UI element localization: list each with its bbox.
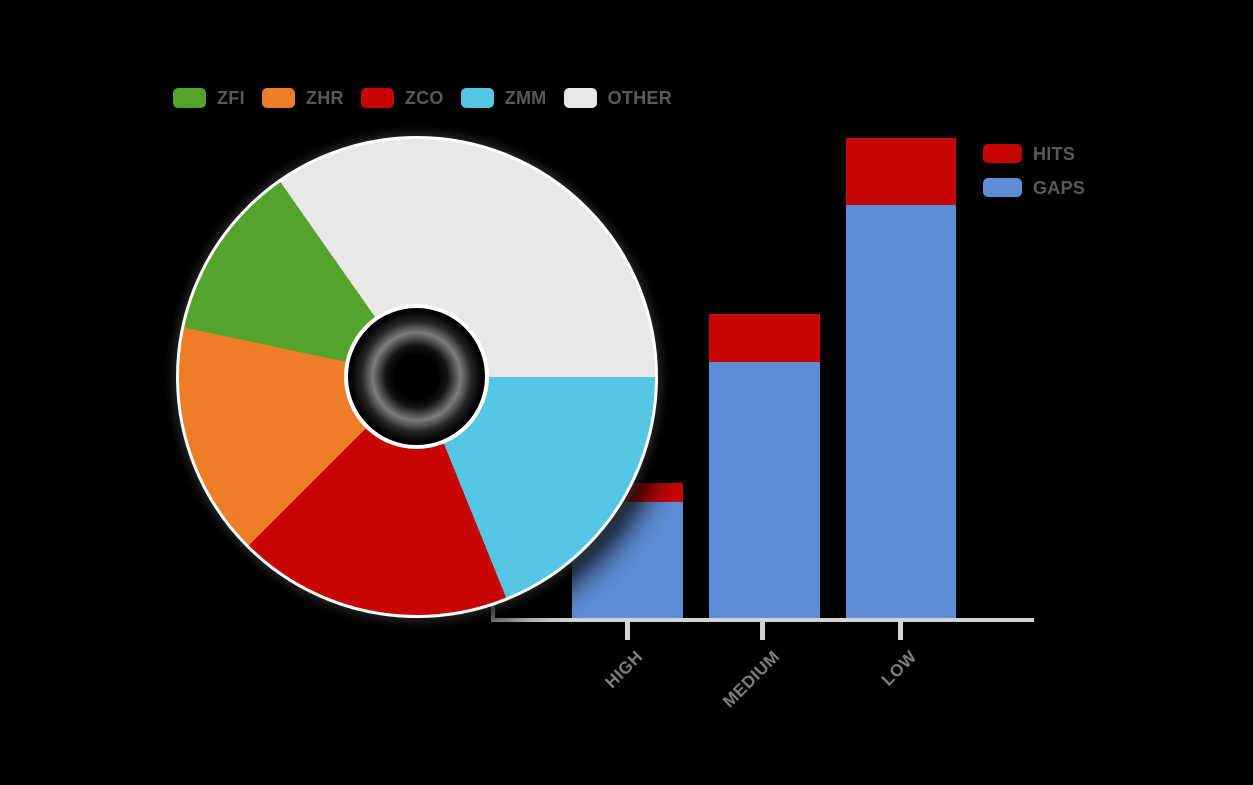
donut-hole — [344, 304, 489, 449]
pie-legend-item-zmm: ZMM — [460, 88, 547, 108]
legend-label-hits: HITS — [1033, 143, 1076, 164]
category-label-medium: MEDIUM — [719, 647, 784, 712]
x-axis-tick-low — [898, 622, 903, 640]
bar-medium — [709, 314, 820, 618]
legend-swatch-zhr — [261, 88, 295, 108]
bar-low-gaps-segment — [846, 205, 956, 618]
pie-legend-item-zhr: ZHR — [261, 88, 344, 108]
legend-label-zhr: ZHR — [305, 88, 344, 108]
bar-medium-hits-segment — [709, 314, 820, 362]
pie-legend-item-other: OTHER — [563, 88, 673, 108]
legend-label-gaps: GAPS — [1033, 177, 1086, 198]
legend-label-zmm: ZMM — [504, 88, 547, 108]
pie-legend-item-zfi: ZFI — [173, 88, 245, 108]
legend-swatch-other — [563, 88, 597, 108]
category-label-low: LOW — [877, 647, 921, 690]
legend-label-other: OTHER — [607, 88, 673, 108]
legend-swatch-zco — [360, 88, 394, 108]
bar-legend: HITS GAPS — [983, 144, 1085, 197]
bar-low-hits-segment — [846, 138, 956, 205]
x-axis-tick-medium — [760, 622, 765, 640]
legend-label-zco: ZCO — [404, 88, 444, 108]
x-axis-line — [491, 618, 1034, 622]
legend-swatch-zfi — [173, 88, 206, 108]
legend-label-zfi: ZFI — [217, 88, 245, 108]
pie-legend: ZFI ZHR ZCO ZMM OTHER — [173, 88, 672, 108]
x-axis-tick-high — [625, 622, 630, 640]
category-label-high: HIGH — [601, 647, 647, 692]
legend-swatch-gaps — [983, 178, 1022, 197]
legend-swatch-zmm — [460, 88, 494, 108]
bar-legend-item-gaps: GAPS — [983, 178, 1085, 197]
bar-low — [846, 138, 956, 618]
legend-swatch-hits — [983, 144, 1022, 163]
bar-legend-item-hits: HITS — [983, 144, 1085, 163]
bar-medium-gaps-segment — [709, 362, 820, 618]
pie-legend-item-zco: ZCO — [360, 88, 444, 108]
